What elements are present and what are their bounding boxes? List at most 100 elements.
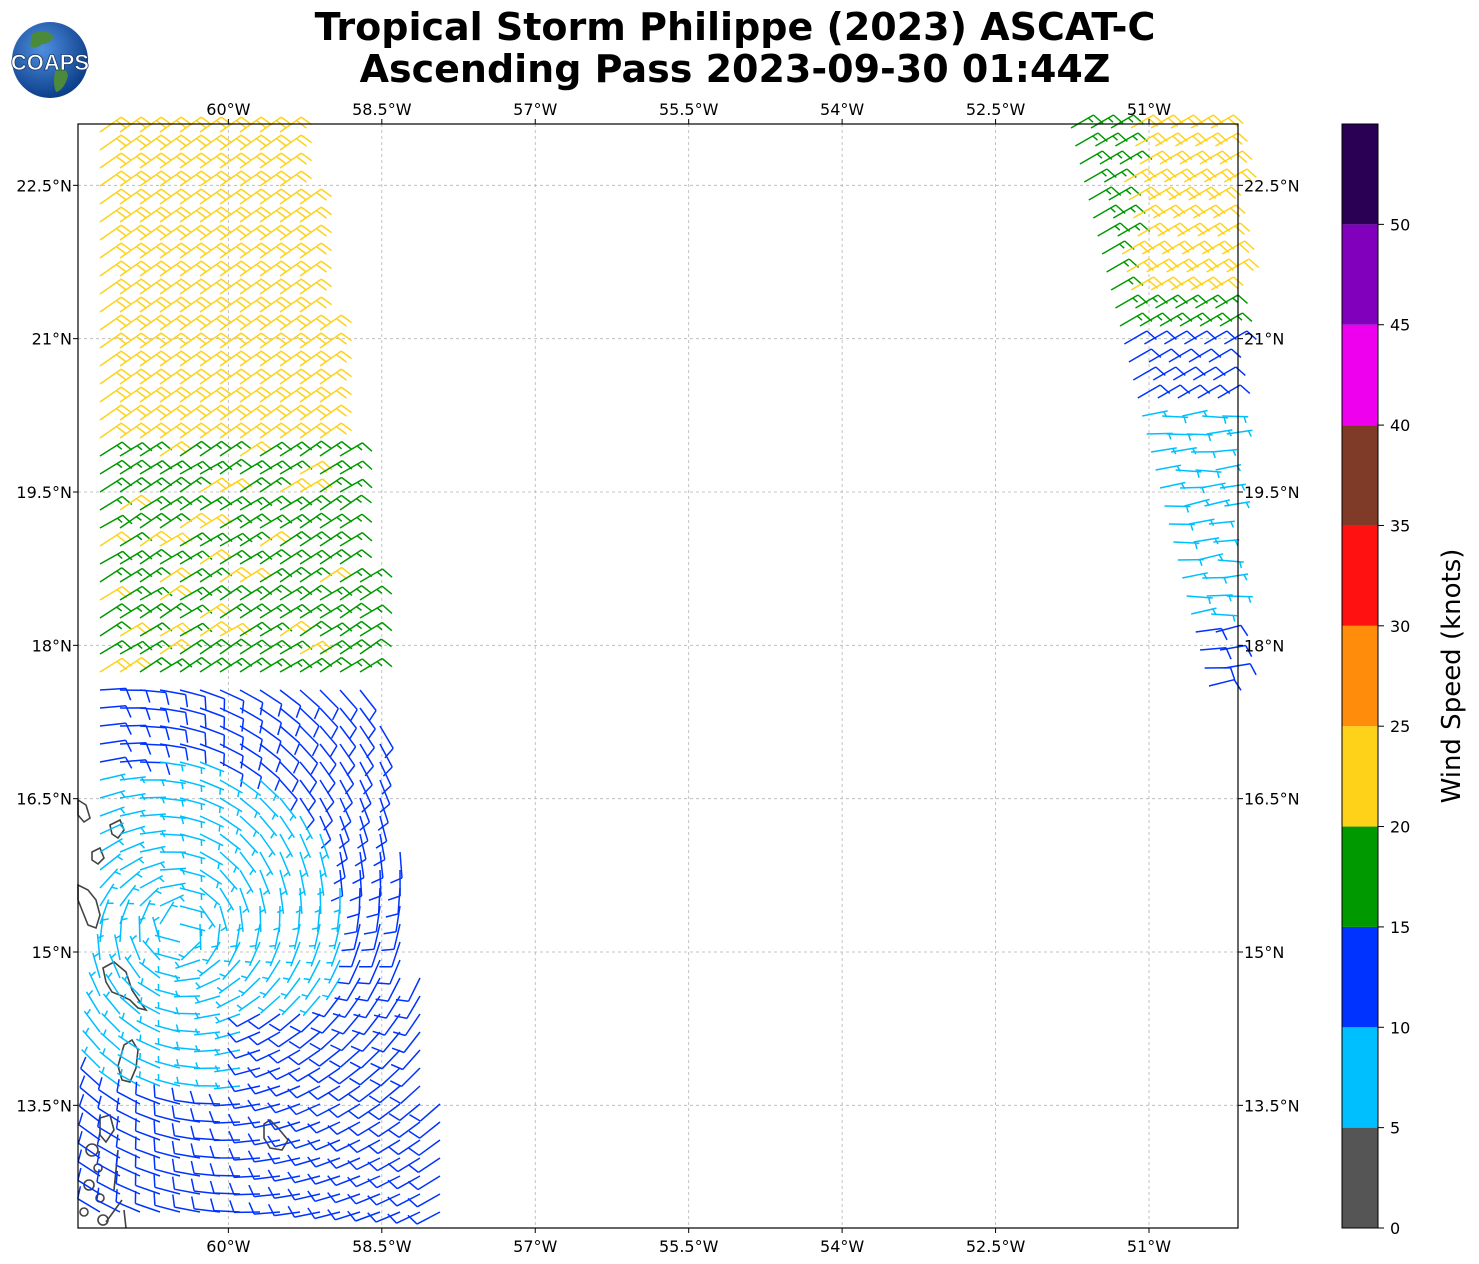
wind-barb [327, 1085, 361, 1102]
wind-barb [239, 170, 272, 187]
wind-barb [319, 531, 353, 547]
wind-barb [230, 923, 241, 950]
wind-barb [239, 476, 273, 493]
wind-barb [319, 725, 338, 757]
wind-barb [115, 1189, 141, 1213]
wind-barb [339, 531, 373, 547]
wind-barb [119, 170, 152, 187]
wind-barb [299, 815, 314, 841]
wind-barb [199, 170, 232, 187]
wind-barb [240, 959, 261, 982]
wind-barb [236, 995, 261, 1012]
wind-barb [267, 1186, 301, 1200]
wind-barb [1217, 384, 1251, 399]
wind-barb [139, 743, 171, 758]
wind-barb [247, 1067, 281, 1079]
wind-barb [239, 422, 272, 439]
wind-barb [1217, 559, 1244, 569]
wind-barb [385, 887, 401, 918]
wind-barb [119, 585, 153, 601]
wind-barb [138, 958, 161, 979]
wind-barb [121, 974, 141, 997]
wind-barb [280, 977, 301, 1000]
wind-barb [339, 602, 372, 619]
wind-barb [348, 1085, 381, 1103]
wind-barb [377, 959, 401, 985]
wind-barb [99, 567, 133, 583]
wind-barb [179, 851, 206, 865]
wind-barb [1215, 294, 1248, 309]
wind-barb [1186, 433, 1213, 442]
wind-barb [299, 567, 333, 583]
lat-tick-label-left: 19.5°N [16, 483, 72, 502]
wind-barb [179, 743, 207, 764]
wind-barb [105, 972, 121, 997]
wind-barb [100, 1029, 121, 1051]
wind-barb [319, 548, 353, 565]
wind-barb [189, 1108, 221, 1123]
wind-barb [267, 1049, 301, 1064]
wind-barb [244, 941, 261, 967]
wind-barb [319, 314, 352, 331]
wind-barb [179, 761, 206, 775]
wind-barb [319, 743, 337, 776]
islet-5 [79, 1207, 89, 1217]
wind-barb [199, 657, 233, 673]
wind-barb [136, 1015, 161, 1033]
wind-barb [199, 833, 224, 851]
wind-barb [347, 1210, 381, 1222]
wind-barb [289, 923, 301, 950]
wind-barb [359, 707, 376, 740]
wind-barb [267, 1152, 301, 1165]
wind-barb [279, 368, 312, 385]
wind-barb [159, 761, 186, 772]
wind-barb [174, 959, 201, 970]
wind-barb [102, 991, 121, 1015]
wind-barb [99, 789, 126, 799]
wind-barb [387, 1139, 421, 1156]
wind-barb [99, 224, 132, 241]
wind-barb [159, 350, 192, 367]
wind-barb [193, 1079, 221, 1087]
wind-barb [171, 1123, 201, 1141]
wind-barb [159, 440, 193, 457]
wind-barb [119, 242, 152, 259]
wind-barb [101, 1010, 121, 1033]
wind-barb [1173, 541, 1200, 550]
wind-barb [219, 152, 252, 169]
wind-barb [99, 621, 133, 637]
wind-barb [139, 602, 173, 619]
wind-barb [239, 761, 263, 790]
wind-barb [139, 296, 172, 313]
wind-barb [269, 923, 281, 950]
wind-barb [174, 1059, 201, 1069]
wind-barb [299, 584, 332, 601]
wind-barb [259, 134, 292, 151]
wind-barb [98, 1066, 121, 1087]
wind-barb [259, 170, 292, 187]
wind-barb [287, 1171, 321, 1184]
wind-barb [339, 442, 373, 457]
wind-barb [369, 1067, 401, 1087]
wind-barb [153, 1120, 181, 1141]
colorbar-bin [1342, 625, 1378, 727]
wind-barb [379, 743, 393, 777]
wind-barb [1221, 240, 1255, 255]
wind-barb [310, 1013, 341, 1034]
wind-barb [262, 959, 281, 983]
wind-barb [97, 1095, 121, 1123]
wind-barb [1217, 222, 1251, 237]
wind-barb [139, 152, 172, 169]
wind-barb [179, 494, 213, 511]
wind-barb [134, 1190, 161, 1213]
island-marie-galante [91, 846, 105, 866]
wind-barb [189, 1090, 221, 1105]
wind-barb [154, 983, 181, 997]
wind-barb [1175, 469, 1202, 478]
coaps-logo: COAPS [10, 22, 90, 98]
wind-barb [179, 242, 212, 259]
wind-barb [215, 995, 241, 1009]
lon-tick-label-bottom: 55.5°W [659, 1237, 719, 1256]
wind-barb [227, 1013, 261, 1028]
wind-barb [299, 314, 332, 331]
